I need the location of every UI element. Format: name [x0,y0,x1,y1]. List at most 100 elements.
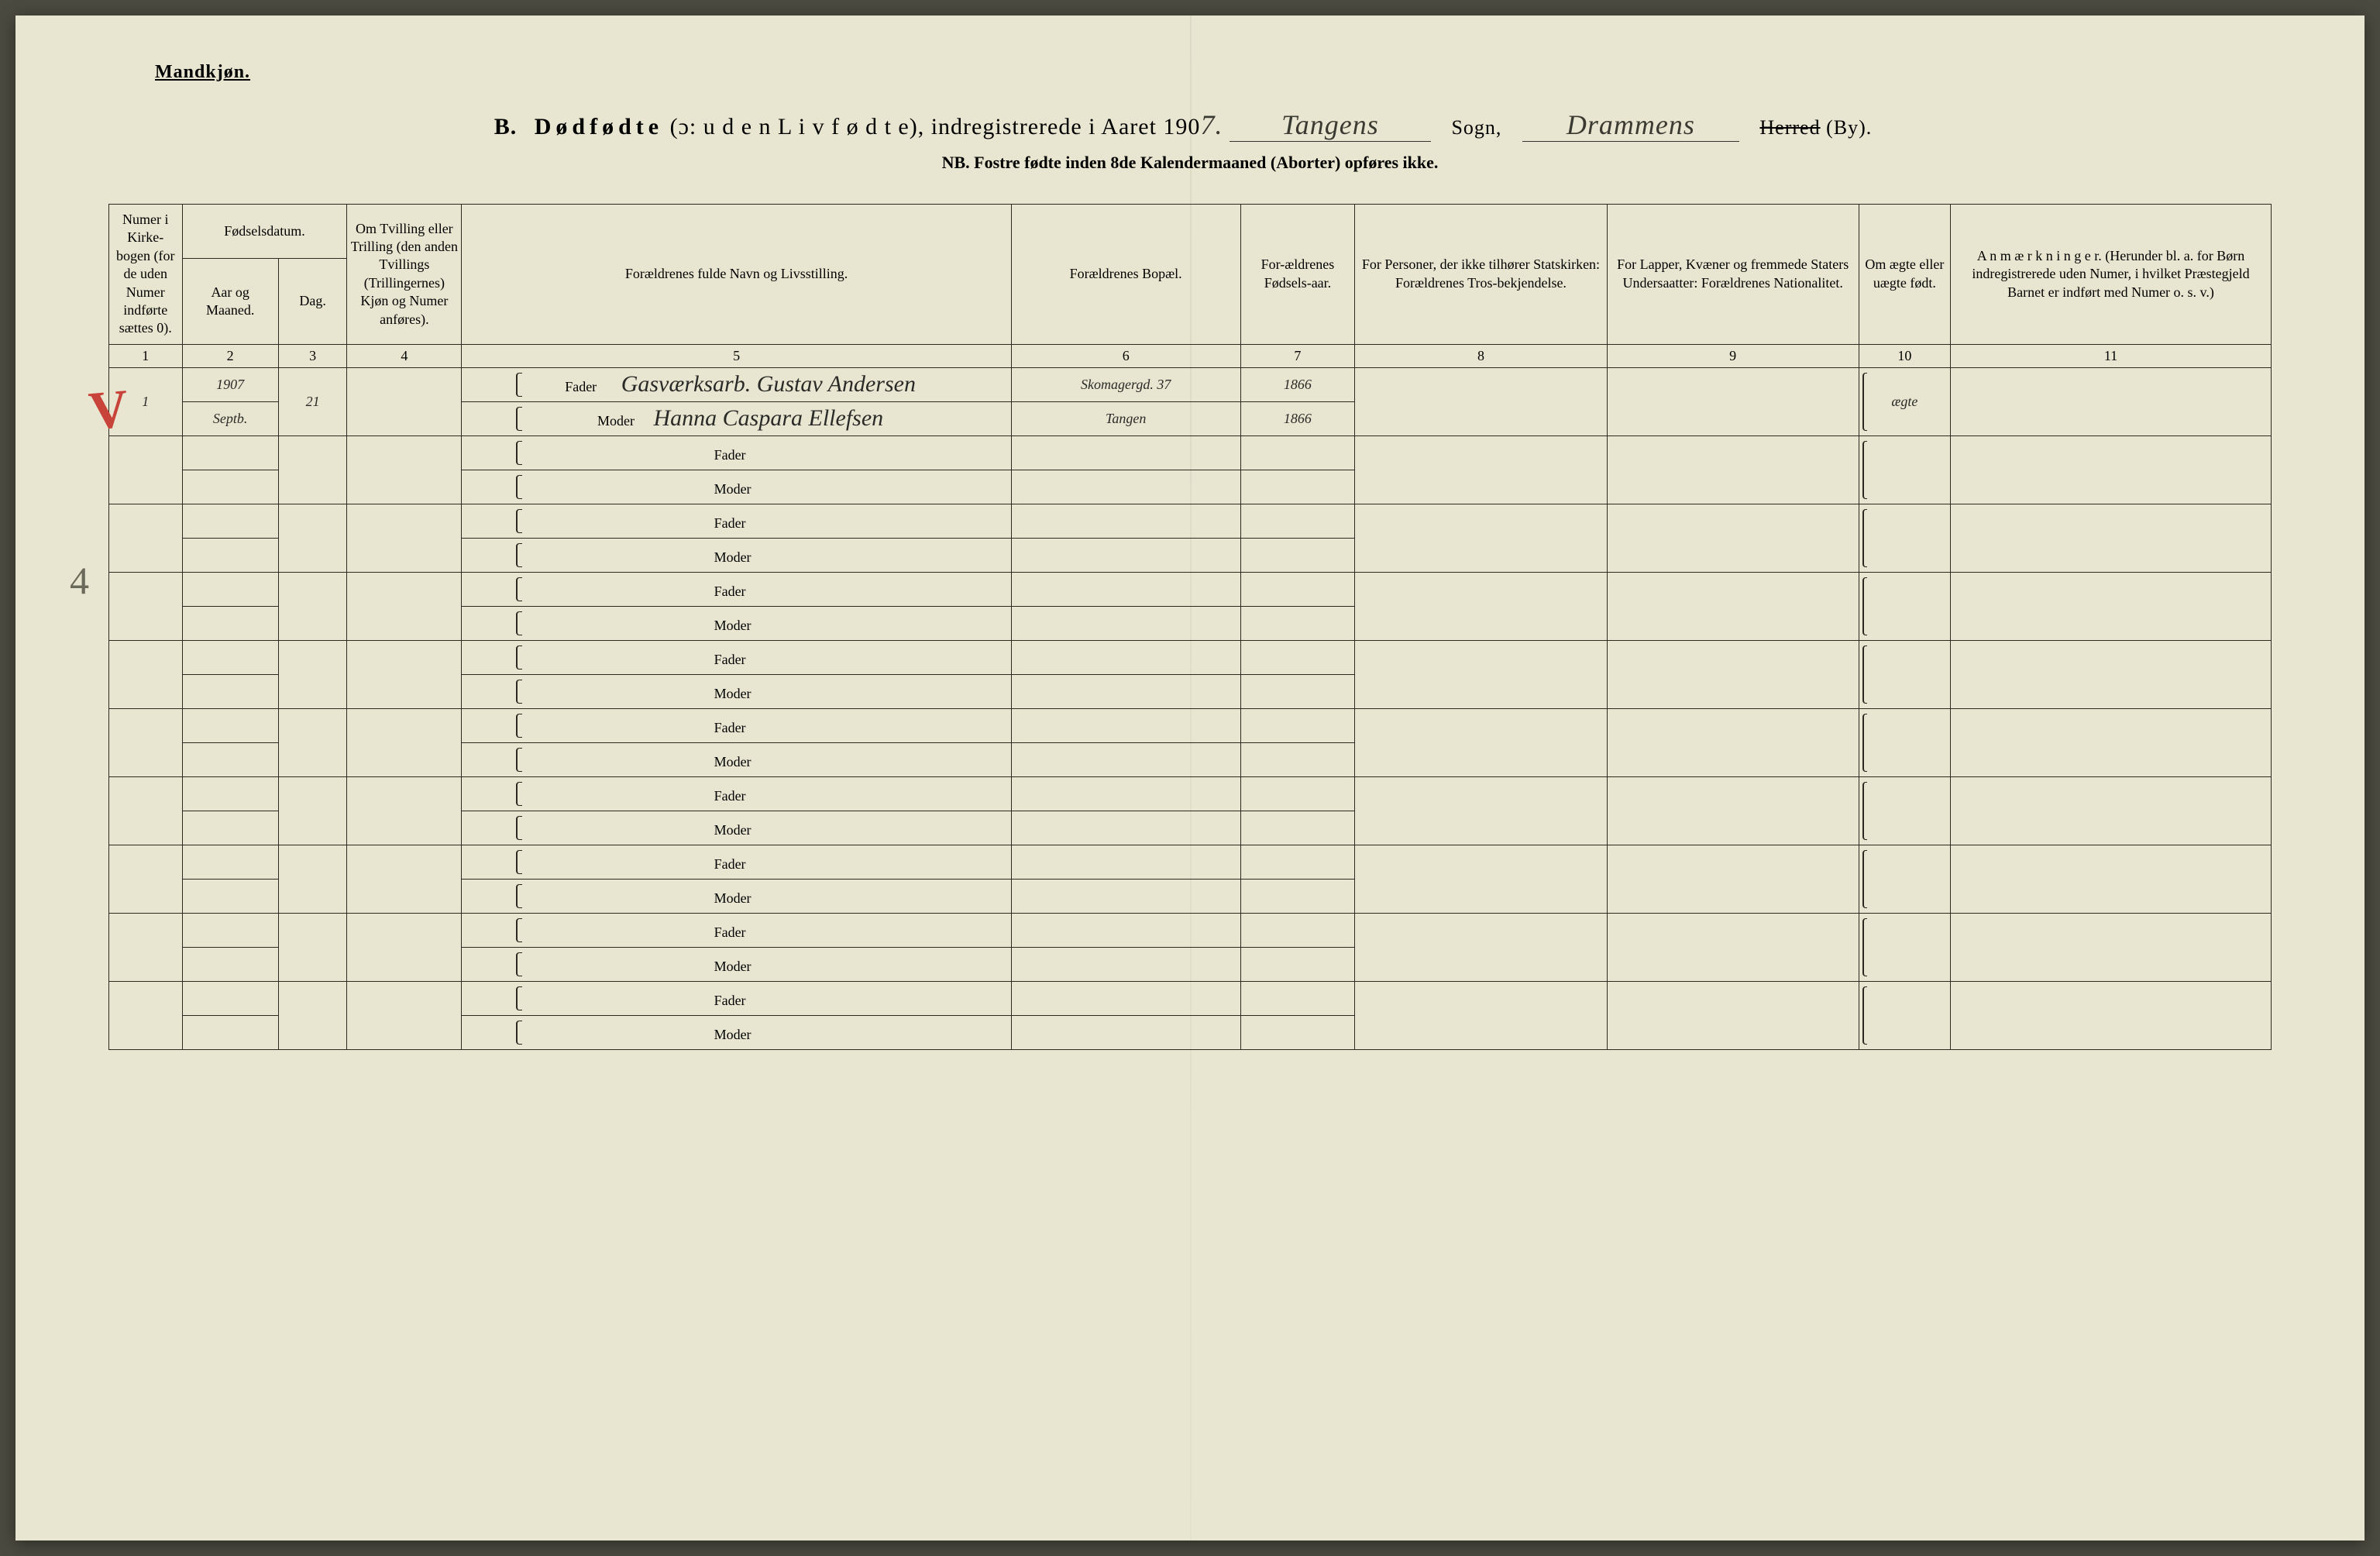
cell-moder-aar [1240,811,1355,845]
cell-day [278,640,347,708]
cell-fader-aar [1240,981,1355,1015]
header-col-8: For Personer, der ikke tilhører Statskir… [1355,205,1607,345]
cell-moder-bopael [1011,742,1240,776]
column-number-row: 1 2 3 4 5 6 7 8 9 10 11 [109,344,2272,367]
cell-anm [1951,504,2272,572]
colnum-2: 2 [182,344,278,367]
cell-anm [1951,845,2272,913]
cell-fader-aar: 1866 [1240,367,1355,401]
page-title-row: B. Dødfødte (ɔ: u d e n L i v f ø d t e)… [108,108,2272,142]
cell-tros [1355,504,1607,572]
sogn-value: Tangens [1230,108,1431,142]
colnum-4: 4 [347,344,462,367]
cell-fader-aar [1240,504,1355,538]
cell-year: 1907 [182,367,278,401]
cell-day [278,845,347,913]
cell-tros [1355,572,1607,640]
cell-anm [1951,776,2272,845]
cell-month [182,947,278,981]
table-header: Numer i Kirke-bogen (for de uden Numer i… [109,205,2272,368]
cell-moder-name: Moder [462,811,1012,845]
cell-fader-name: Fader [462,572,1012,606]
colnum-5: 5 [462,344,1012,367]
cell-nat [1607,913,1859,981]
cell-nat [1607,572,1859,640]
header-col-4: Om Tvilling eller Trilling (den anden Tv… [347,205,462,345]
header-col-6: Forældrenes Bopæl. [1011,205,1240,345]
cell-num [109,504,183,572]
cell-tros [1355,981,1607,1049]
cell-anm [1951,708,2272,776]
cell-fader-bopael [1011,981,1240,1015]
cell-fader-aar [1240,913,1355,947]
cell-num [109,435,183,504]
cell-fader-name: Fader [462,845,1012,879]
cell-aegte: ægte [1859,367,1950,435]
cell-nat [1607,845,1859,913]
cell-num [109,708,183,776]
cell-moder-bopael [1011,470,1240,504]
register-page: Mandkjøn. V 4 B. Dødfødte (ɔ: u d e n L … [15,15,2365,1541]
cell-moder-name: Moder [462,538,1012,572]
cell-aegte [1859,640,1950,708]
cell-num [109,981,183,1049]
cell-year [182,504,278,538]
cell-moder-aar [1240,674,1355,708]
colnum-10: 10 [1859,344,1950,367]
cell-nat [1607,640,1859,708]
cell-twin [347,640,462,708]
header-col-1: Numer i Kirke-bogen (for de uden Numer i… [109,205,183,345]
cell-anm [1951,367,2272,435]
cell-fader-name: Fader [462,708,1012,742]
cell-aegte [1859,913,1950,981]
herred-label-strike: Herred [1759,116,1820,139]
cell-fader-bopael [1011,776,1240,811]
cell-aegte [1859,435,1950,504]
cell-year [182,435,278,470]
cell-num [109,913,183,981]
cell-moder-aar [1240,742,1355,776]
cell-fader-name: Fader [462,504,1012,538]
colnum-3: 3 [278,344,347,367]
title-paren: (ɔ: u d e n L i v f ø d t e), [670,114,925,139]
colnum-9: 9 [1607,344,1859,367]
cell-day [278,776,347,845]
red-check-mark: V [87,378,131,443]
cell-moder-name: Moder Hanna Caspara Ellefsen [462,401,1012,435]
colnum-7: 7 [1240,344,1355,367]
header-col-2-top: Fødselsdatum. [182,205,347,259]
cell-twin [347,504,462,572]
cell-num [109,776,183,845]
header-col-7: For-ældrenes Fødsels-aar. [1240,205,1355,345]
cell-fader-aar [1240,640,1355,674]
cell-nat [1607,435,1859,504]
cell-year [182,845,278,879]
cell-year [182,913,278,947]
header-col-11: A n m æ r k n i n g e r. (Herunder bl. a… [1951,205,2272,345]
cell-fader-bopael [1011,913,1240,947]
cell-year [182,981,278,1015]
cell-moder-aar [1240,606,1355,640]
header-col-2b: Dag. [278,259,347,345]
header-col-10: Om ægte eller uægte født. [1859,205,1950,345]
gender-label: Mandkjøn. [155,62,250,83]
cell-aegte [1859,708,1950,776]
colnum-1: 1 [109,344,183,367]
cell-nat [1607,776,1859,845]
cell-moder-bopael [1011,674,1240,708]
cell-moder-name: Moder [462,947,1012,981]
cell-fader-name: Fader [462,640,1012,674]
cell-moder-aar [1240,538,1355,572]
cell-anm [1951,572,2272,640]
record-row-fader: Fader [109,981,2272,1015]
cell-tros [1355,640,1607,708]
cell-moder-bopael [1011,811,1240,845]
cell-year [182,708,278,742]
cell-fader-bopael: Skomagergd. 37 [1011,367,1240,401]
cell-fader-bopael [1011,435,1240,470]
cell-year [182,572,278,606]
cell-aegte [1859,504,1950,572]
cell-day [278,913,347,981]
cell-fader-aar [1240,776,1355,811]
cell-fader-name: Fader Gasværksarb. Gustav Andersen [462,367,1012,401]
